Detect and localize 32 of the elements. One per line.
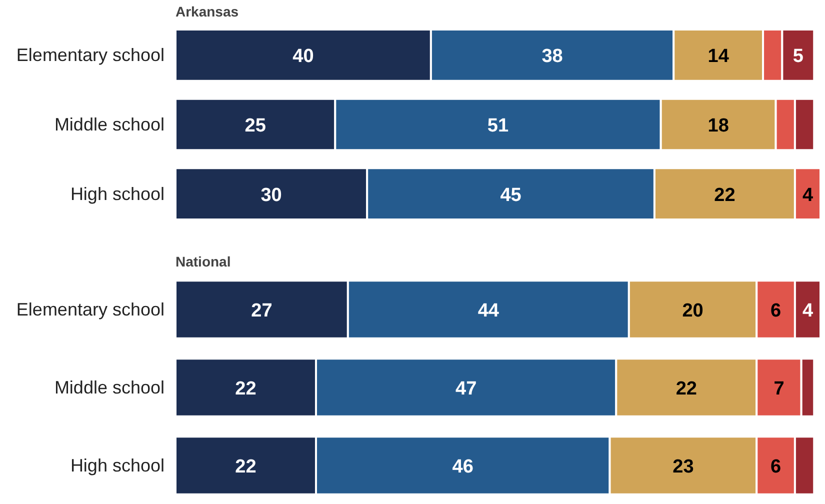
y-tick-label: High school [70, 456, 165, 476]
data-label: 22 [676, 378, 697, 400]
chart-title: National [176, 254, 231, 270]
data-label: 25 [244, 116, 266, 136]
y-tick-label: Middle school [54, 114, 165, 134]
data-label: 40 [292, 46, 314, 68]
data-label: 22 [235, 456, 256, 478]
data-label: 30 [260, 184, 282, 206]
data-label: 22 [235, 378, 256, 400]
y-tick-label: Elementary school [16, 300, 165, 320]
chart-title: Arkansas [176, 4, 239, 20]
data-label: 6 [770, 456, 782, 478]
data-label: 5 [792, 46, 804, 68]
data-label: 6 [770, 300, 782, 322]
y-tick-label: High school [70, 184, 165, 204]
data-label: 14 [708, 46, 730, 68]
y-tick-label: Middle school [54, 378, 165, 398]
data-label: 18 [708, 116, 729, 136]
data-label: 44 [478, 300, 500, 322]
data-label: 47 [456, 378, 477, 400]
data-label: 38 [542, 46, 563, 68]
data-label: 45 [500, 184, 522, 206]
data-label: 20 [682, 300, 704, 322]
y-tick-label: Elementary school [16, 45, 165, 66]
data-label: 22 [714, 184, 736, 206]
data-label: 51 [487, 116, 509, 136]
data-label: 46 [452, 456, 474, 478]
data-label: 4 [802, 300, 814, 322]
data-label: 27 [251, 300, 272, 322]
data-label: 7 [774, 378, 784, 400]
data-label: 23 [672, 456, 694, 478]
data-label: 4 [802, 184, 814, 206]
